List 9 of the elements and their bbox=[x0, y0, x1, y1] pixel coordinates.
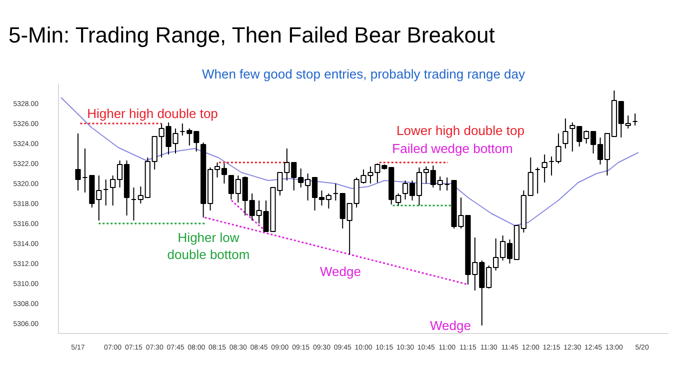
annotation: Higher low bbox=[178, 230, 240, 245]
annotation: Failed wedge bottom bbox=[392, 141, 513, 156]
chart-subtitle: When few good stop entries, probably trading range day bbox=[202, 66, 526, 82]
annotation: double bottom bbox=[167, 247, 250, 262]
annotation: Higher high double top bbox=[87, 106, 218, 121]
annotation: Wedge bbox=[430, 318, 471, 333]
chart-title: 5-Min: Trading Range, Then Failed Bear Breakout bbox=[8, 22, 495, 48]
annotation: Lower high double top bbox=[396, 123, 524, 138]
annotation: Wedge bbox=[320, 264, 361, 279]
